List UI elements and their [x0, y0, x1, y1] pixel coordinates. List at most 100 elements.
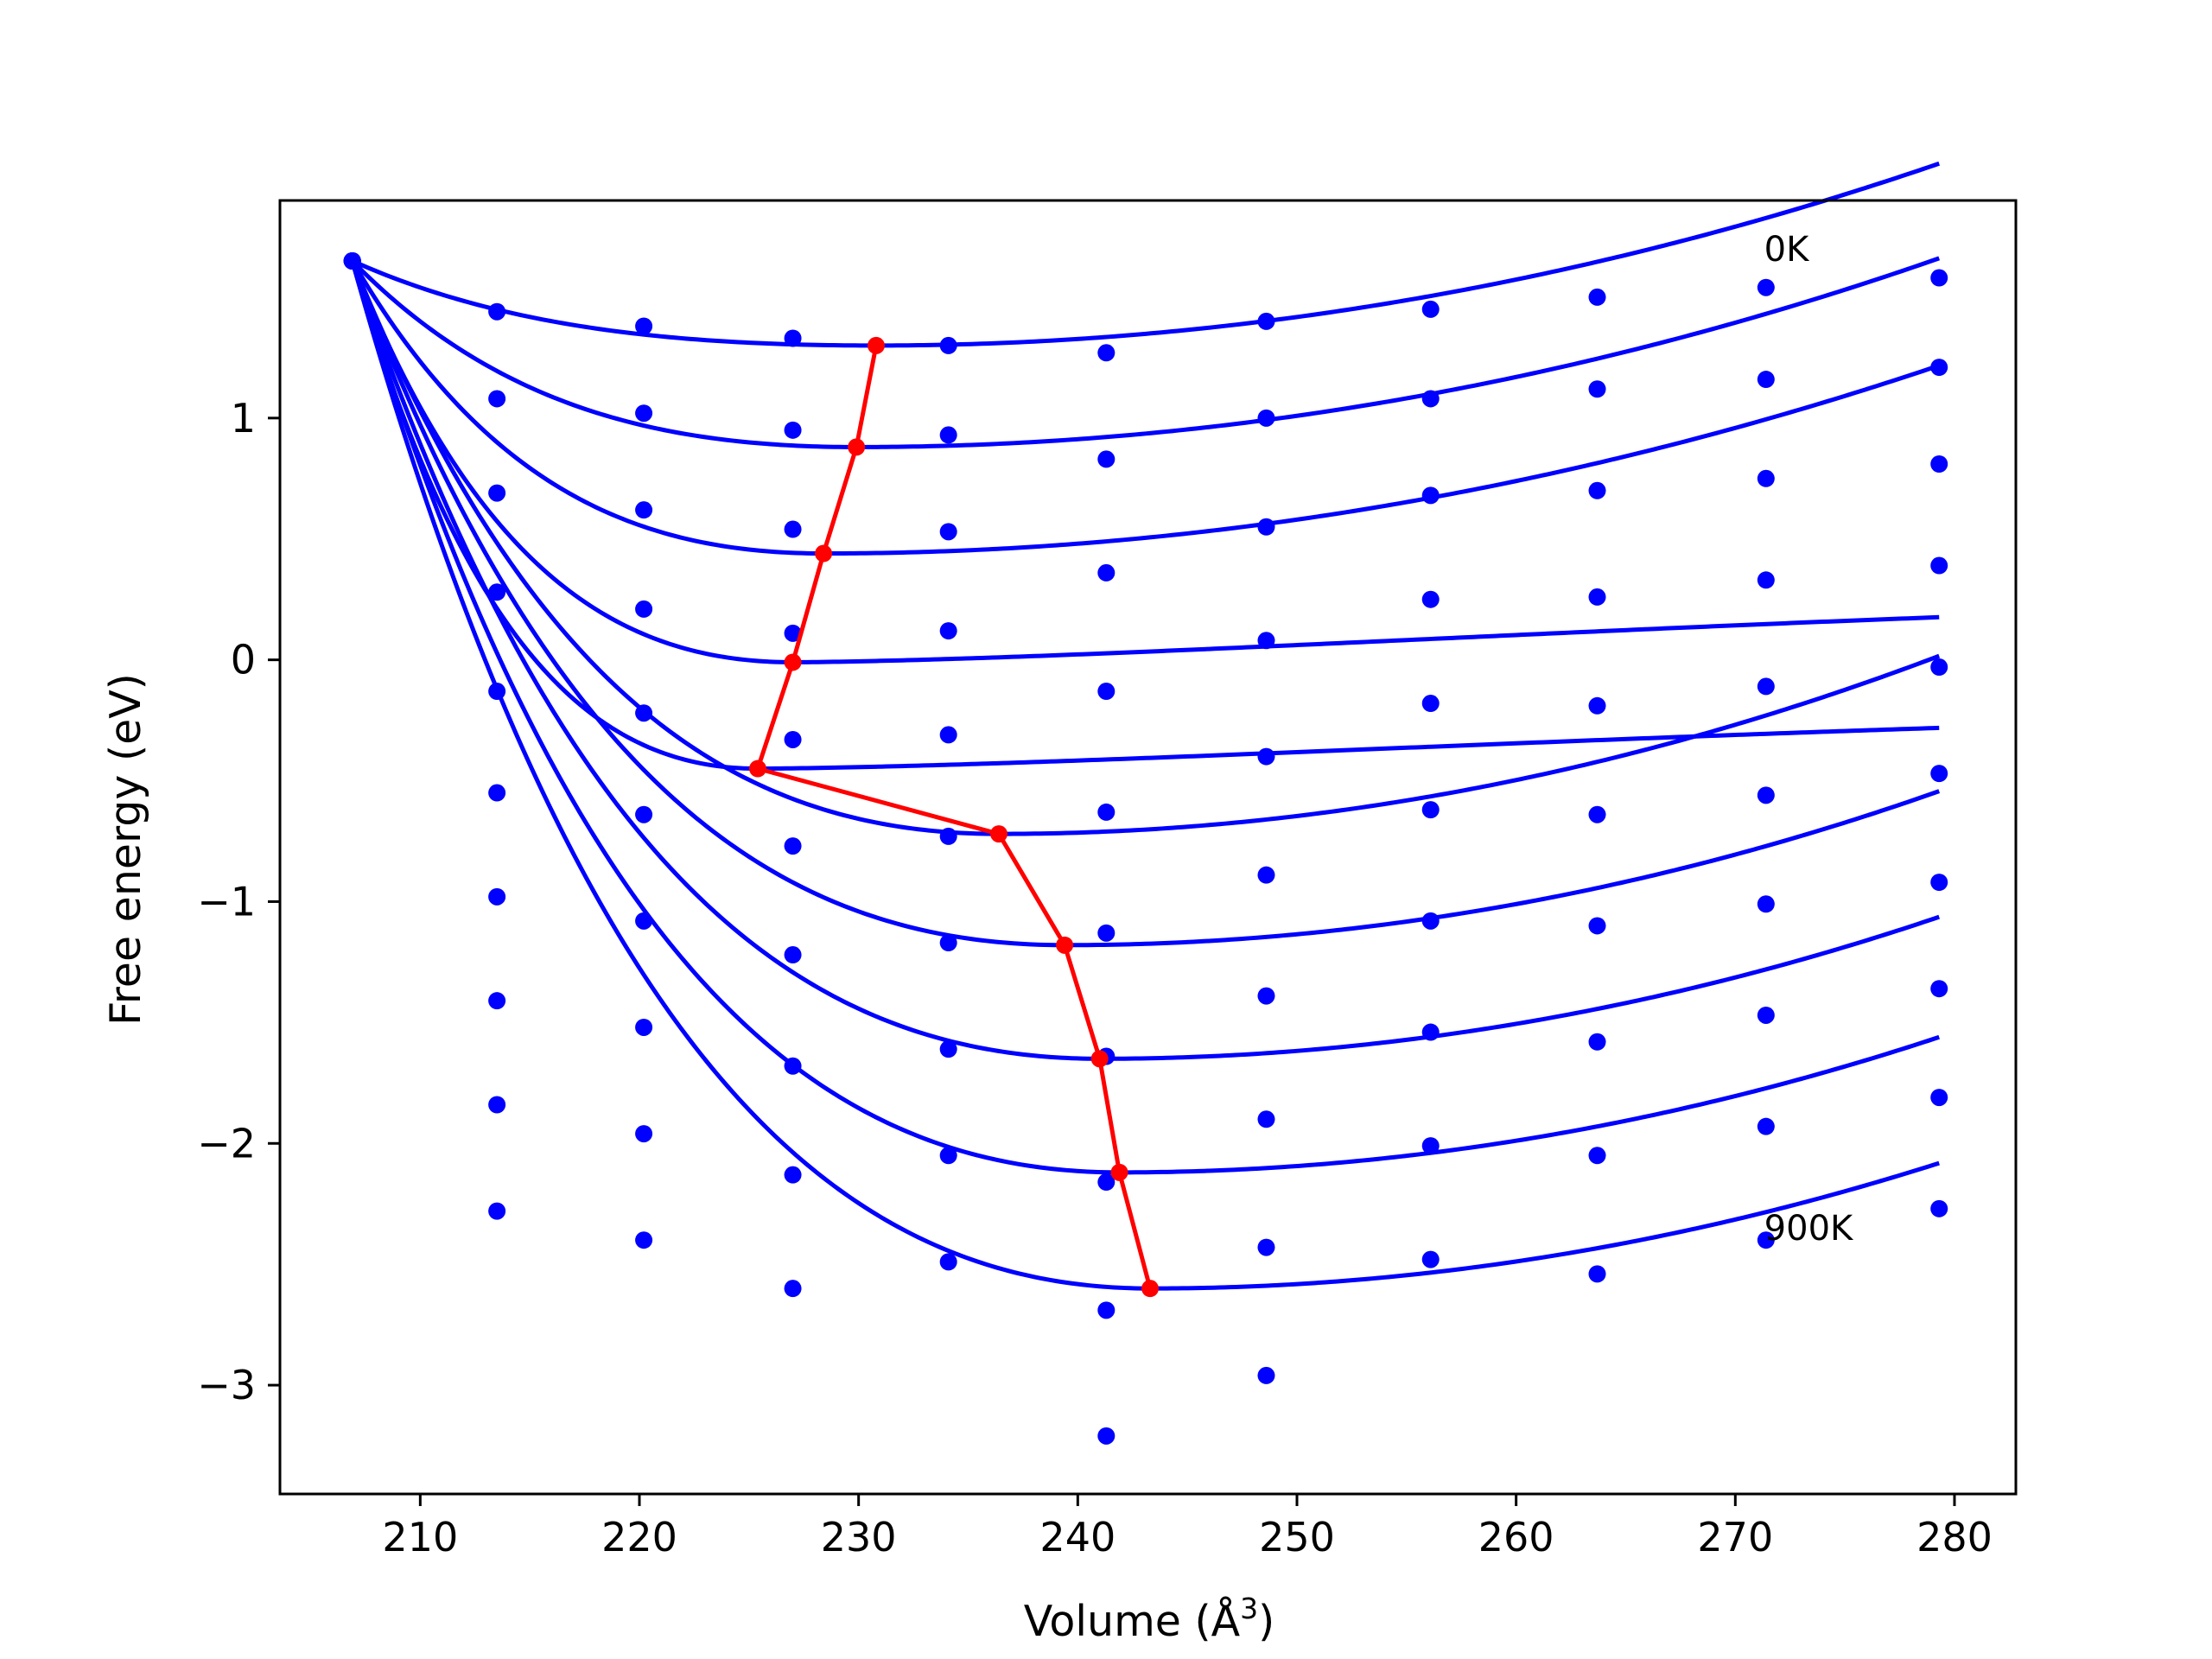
y-tick-label: −1 [197, 878, 256, 925]
x-tick-label: 260 [1478, 1514, 1554, 1560]
data-point [1257, 312, 1275, 330]
data-point [1097, 450, 1116, 468]
data-point [488, 1096, 506, 1114]
data-point [1757, 895, 1775, 913]
x-tick-label: 240 [1039, 1514, 1116, 1560]
y-axis-ticks: 1 0 −1 −2 −3 [197, 395, 280, 1408]
data-point [1757, 1231, 1775, 1249]
data-point [784, 1280, 802, 1298]
data-point [1757, 1117, 1775, 1135]
data-point [784, 730, 802, 748]
data-point [1097, 1301, 1116, 1319]
data-point [1930, 874, 1948, 892]
data-point [1421, 1250, 1440, 1268]
data-point [488, 784, 506, 802]
data-point [784, 946, 802, 964]
data-point [1257, 987, 1275, 1005]
fit-curve-5 [350, 260, 1941, 836]
data-point [1257, 632, 1275, 650]
data-point [1588, 481, 1606, 499]
data-point [488, 484, 506, 502]
plot-frame [278, 199, 2018, 1496]
data-point [1257, 409, 1275, 427]
fit-curve-3 [350, 260, 1940, 664]
data-point [939, 426, 957, 444]
x-tick-label: 280 [1916, 1514, 1993, 1560]
data-point [1097, 1427, 1116, 1445]
data-point [1257, 1238, 1275, 1256]
data-point [939, 336, 957, 354]
data-point [939, 523, 957, 541]
annotations: 0K 900K [1764, 230, 1854, 1249]
fit-curve-9 [350, 260, 1940, 1291]
x-tick-label: 210 [382, 1514, 458, 1560]
fit-curve-6 [350, 260, 1941, 948]
data-point [1421, 695, 1440, 713]
fit-curve-2 [350, 259, 1941, 556]
data-point [1588, 1033, 1606, 1051]
data-point [635, 1018, 653, 1036]
data-point [1757, 469, 1775, 487]
data-point [1588, 588, 1606, 606]
data-point [1757, 571, 1775, 589]
fit-curve-4 [350, 260, 1940, 772]
data-point [635, 912, 653, 930]
fit-curve-1 [350, 256, 1941, 449]
data-point [1930, 765, 1948, 783]
data-point [1757, 1006, 1775, 1024]
data-point [1588, 1147, 1606, 1165]
annotation-label: 0K [1764, 230, 1810, 270]
data-point [1421, 590, 1440, 608]
fit-curves [350, 161, 1941, 1291]
annotation-label: 900K [1764, 1209, 1854, 1249]
data-point [939, 1040, 957, 1058]
data-point [635, 805, 653, 823]
data-point [1421, 1023, 1440, 1041]
data-point [1257, 866, 1275, 884]
data-point [784, 329, 802, 347]
y-tick-label: −2 [197, 1120, 256, 1166]
data-point [1757, 371, 1775, 389]
minimum-point [1090, 1050, 1109, 1068]
data-point [939, 726, 957, 744]
minimum-point [1056, 936, 1074, 954]
data-point [1257, 1110, 1275, 1128]
minimum-point [784, 653, 802, 671]
data-point [1257, 518, 1275, 536]
data-point [488, 302, 506, 321]
data-point [1930, 658, 1948, 677]
data-point [784, 520, 802, 538]
x-tick-label: 230 [821, 1514, 897, 1560]
data-point [1097, 803, 1116, 821]
y-axis-label: Free energy (eV) [101, 673, 150, 1026]
minimum-point [1141, 1280, 1160, 1298]
data-point [1097, 563, 1116, 582]
data-point [488, 390, 506, 408]
data-point [1097, 683, 1116, 701]
data-point [1097, 1173, 1116, 1192]
data-point [1588, 696, 1606, 715]
fit-curve-8 [350, 260, 1941, 1175]
data-point [1097, 924, 1116, 942]
data-point [635, 1125, 653, 1143]
data-point [784, 1166, 802, 1184]
data-point [1757, 786, 1775, 804]
data-point [635, 404, 653, 423]
minimum-point [1110, 1163, 1128, 1181]
data-point [784, 624, 802, 642]
data-point [1930, 359, 1948, 377]
fit-curve-7 [350, 260, 1941, 1061]
data-point [939, 1147, 957, 1165]
data-point [1421, 390, 1440, 408]
fit-curve-0 [351, 161, 1941, 348]
data-point [1930, 556, 1948, 575]
data-point [1930, 269, 1948, 287]
data-point [1097, 344, 1116, 362]
minimum-point [815, 544, 833, 563]
data-point [1421, 912, 1440, 930]
data-point [1930, 1089, 1948, 1107]
data-point [1757, 677, 1775, 696]
data-point [1930, 454, 1948, 473]
minima-path [748, 336, 1160, 1298]
